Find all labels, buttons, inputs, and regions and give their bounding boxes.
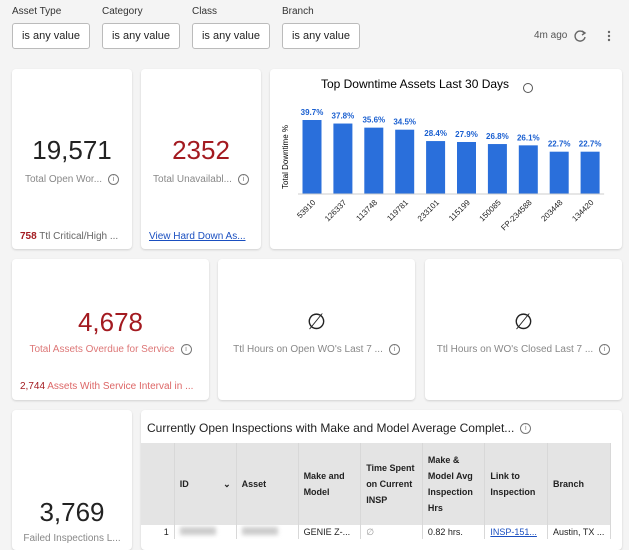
x-tick-label: 150085 (478, 198, 504, 224)
tile-sub-label: Ttl Critical/High ... (39, 231, 119, 242)
tile-sub-value: 758 (20, 231, 37, 242)
x-tick-label: 119781 (385, 198, 410, 223)
tile-value: 19,571 (32, 135, 112, 165)
bar (487, 144, 507, 194)
filter-button[interactable]: is any value (192, 23, 270, 49)
data-label: 27.9% (455, 130, 478, 139)
tile: ∅ Ttl Hours on Open WO's Last 7 ... i (218, 259, 415, 400)
x-tick-label: 203448 (539, 198, 565, 224)
tile-label: Ttl Hours on Open WO's Last 7 ... (233, 344, 383, 356)
x-tick-label: 53910 (295, 198, 317, 220)
tile: ∅ Ttl Hours on WO's Closed Last 7 ... i (425, 259, 622, 400)
tile: 19,571 Total Open Wor... i 758 Ttl Critic… (12, 69, 132, 249)
column-header[interactable]: Time Spent on Current INSP (360, 443, 423, 525)
tile-sub-value: 2,744 (20, 381, 46, 392)
refresh-icon[interactable] (573, 29, 587, 43)
filter-label: Branch (282, 6, 314, 17)
column-header[interactable]: Make and Model (298, 443, 362, 525)
data-label: 37.8% (332, 112, 355, 121)
bar (364, 127, 384, 194)
filter-label: Category (102, 6, 143, 17)
x-tick-label: 126337 (323, 198, 349, 224)
tile-value: 4,678 (77, 307, 144, 337)
data-label: 28.4% (424, 129, 447, 138)
column-header[interactable]: Asset (236, 443, 299, 525)
chart-title: Top Downtime Assets Last 30 Days (321, 77, 509, 91)
cell-link[interactable]: INSP-151... (484, 525, 548, 539)
row-index: 1 (141, 525, 175, 539)
tile-value: 2352 (172, 135, 230, 165)
data-label: 34.5% (393, 118, 416, 127)
column-header[interactable]: Make & Model Avg Inspection Hrs (422, 443, 486, 525)
redacted (179, 527, 216, 535)
chart-card: Top Downtime Assets Last 30 Days Total D… (270, 69, 622, 249)
updated-time: 4m ago (534, 30, 568, 41)
data-label: 22.7% (548, 140, 571, 149)
bar (426, 141, 446, 194)
cell: GENIE Z-... (298, 525, 362, 539)
data-label: 35.6% (362, 116, 385, 125)
info-icon (523, 83, 533, 93)
x-tick-label: 115199 (447, 198, 472, 223)
tile-sub-label: Assets With Service Interval in ... (47, 381, 194, 392)
x-tick-label: 233101 (416, 198, 442, 224)
data-label: 22.7% (579, 140, 602, 149)
data-label: 26.8% (486, 132, 509, 141)
tile-value: ∅ (306, 309, 327, 334)
tile-label: Total Assets Overdue for Service (29, 344, 175, 356)
menu-icon[interactable] (604, 29, 614, 43)
column-header[interactable]: ID ⌄ (174, 443, 237, 525)
tile-label: Total Unavailabl... (153, 174, 232, 186)
bar (457, 141, 476, 194)
tile: 3,769 Failed Inspections L... (12, 410, 132, 550)
filter-label: Class (192, 6, 218, 17)
table-card: Currently Open Inspections with Make and… (141, 410, 622, 550)
filter-button[interactable]: is any value (102, 23, 180, 49)
bar (518, 145, 538, 194)
cell: ∅ (360, 525, 423, 539)
filter-button[interactable]: is any value (12, 23, 90, 49)
x-tick-label: FP-234588 (499, 198, 534, 233)
data-label: 26.1% (517, 133, 540, 142)
table-title: Currently Open Inspections with Make and… (147, 421, 515, 435)
bar (333, 123, 353, 194)
x-tick-label: 113748 (354, 198, 379, 223)
column-header[interactable]: Link to Inspection (484, 443, 548, 525)
tile: 4,678 Total Assets Overdue for Service i … (12, 259, 209, 400)
y-axis-label: Total Downtime % (281, 125, 290, 189)
tile-value: 3,769 (39, 497, 105, 527)
tile: 2352 Total Unavailabl... i View Hard Down… (141, 69, 261, 249)
table: ID ⌄ Asset Make and Model Time Spent on … (141, 443, 611, 539)
bar (580, 151, 600, 194)
tile-value: ∅ (513, 309, 534, 334)
tile-link[interactable]: View Hard Down As... (149, 231, 246, 242)
tile-label: Total Open Wor... (24, 174, 103, 186)
x-tick-label: 134420 (570, 198, 596, 224)
cell: Austin, TX ... (547, 525, 611, 539)
data-label: 39.7% (301, 108, 324, 117)
bar (549, 151, 569, 194)
column-header-text: ID (179, 479, 189, 489)
bar (302, 120, 322, 194)
chart: Top Downtime Assets Last 30 Days Total D… (281, 77, 605, 233)
filter-button[interactable]: is any value (282, 23, 360, 49)
filter-label: Asset Type (12, 6, 62, 17)
bar (395, 129, 415, 194)
cell: 0.82 hrs. (422, 525, 486, 539)
redacted (241, 527, 278, 535)
tile-label: Ttl Hours on WO's Closed Last 7 ... (436, 344, 594, 356)
column-header[interactable]: Branch (547, 443, 611, 525)
